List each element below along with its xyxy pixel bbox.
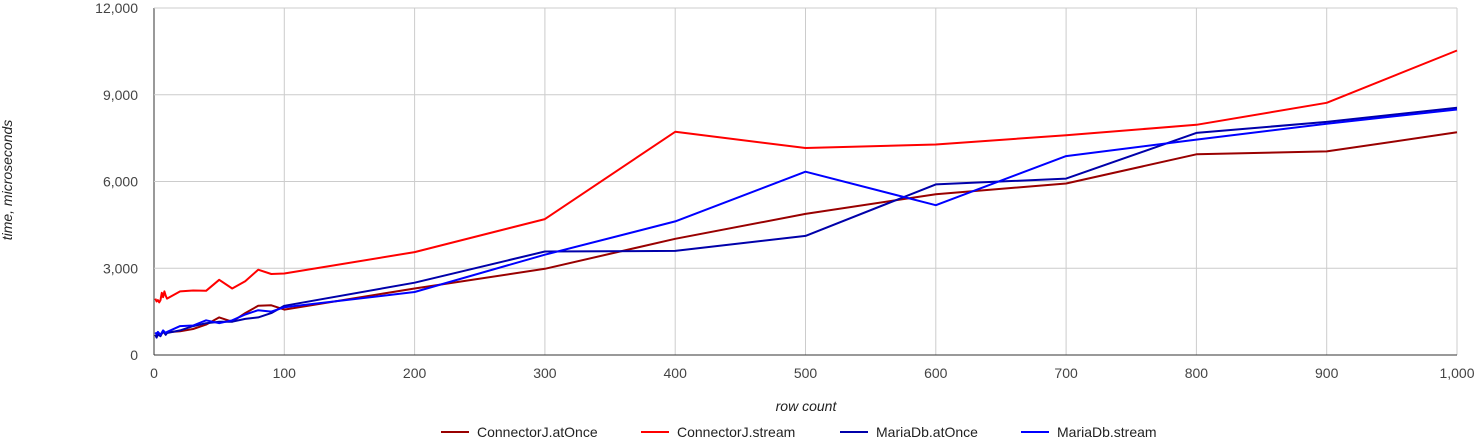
x-tick-label: 0 bbox=[150, 365, 158, 381]
series-line-mariadb-stream bbox=[154, 108, 1458, 336]
x-tick-label: 200 bbox=[403, 365, 427, 381]
legend-item: MariaDb.atOnce bbox=[840, 424, 978, 440]
legend-label: ConnectorJ.atOnce bbox=[477, 424, 598, 440]
series-line-mariadb-atonce bbox=[154, 106, 1458, 339]
legend-item: ConnectorJ.stream bbox=[641, 424, 795, 440]
legend-item: ConnectorJ.atOnce bbox=[441, 424, 598, 440]
legend: ConnectorJ.atOnce ConnectorJ.stream MariaD… bbox=[441, 424, 1157, 440]
y-tick-label: 12,000 bbox=[95, 0, 138, 16]
x-tick-label: 700 bbox=[1054, 365, 1078, 381]
legend-item: MariaDb.stream bbox=[1021, 424, 1157, 440]
y-axis-title: time, microseconds bbox=[0, 120, 15, 241]
x-tick-label: 300 bbox=[533, 365, 557, 381]
x-tick-label: 900 bbox=[1315, 365, 1339, 381]
series-line-connectorj-atonce bbox=[154, 131, 1458, 337]
y-tick-label: 9,000 bbox=[103, 87, 138, 103]
y-tick-label: 3,000 bbox=[103, 260, 138, 276]
x-tick-label: 1,000 bbox=[1439, 365, 1474, 381]
x-tick-label: 600 bbox=[924, 365, 948, 381]
x-tick-label: 400 bbox=[664, 365, 688, 381]
x-axis-title: row count bbox=[776, 398, 838, 414]
legend-label: ConnectorJ.stream bbox=[677, 424, 795, 440]
y-axis-ticks: 0 3,000 6,000 9,000 12,000 bbox=[95, 0, 138, 363]
gridlines bbox=[153, 7, 1458, 356]
series-line-connectorj-stream bbox=[154, 49, 1458, 304]
x-axis-ticks: 0 100 200 300 400 500 600 700 800 900 1,000 bbox=[150, 365, 1475, 381]
y-tick-label: 0 bbox=[130, 347, 138, 363]
x-tick-label: 800 bbox=[1185, 365, 1209, 381]
legend-label: MariaDb.stream bbox=[1057, 424, 1157, 440]
y-tick-label: 6,000 bbox=[103, 174, 138, 190]
legend-label: MariaDb.atOnce bbox=[876, 424, 978, 440]
x-tick-label: 100 bbox=[273, 365, 297, 381]
series-lines bbox=[154, 49, 1458, 339]
x-tick-label: 500 bbox=[794, 365, 818, 381]
